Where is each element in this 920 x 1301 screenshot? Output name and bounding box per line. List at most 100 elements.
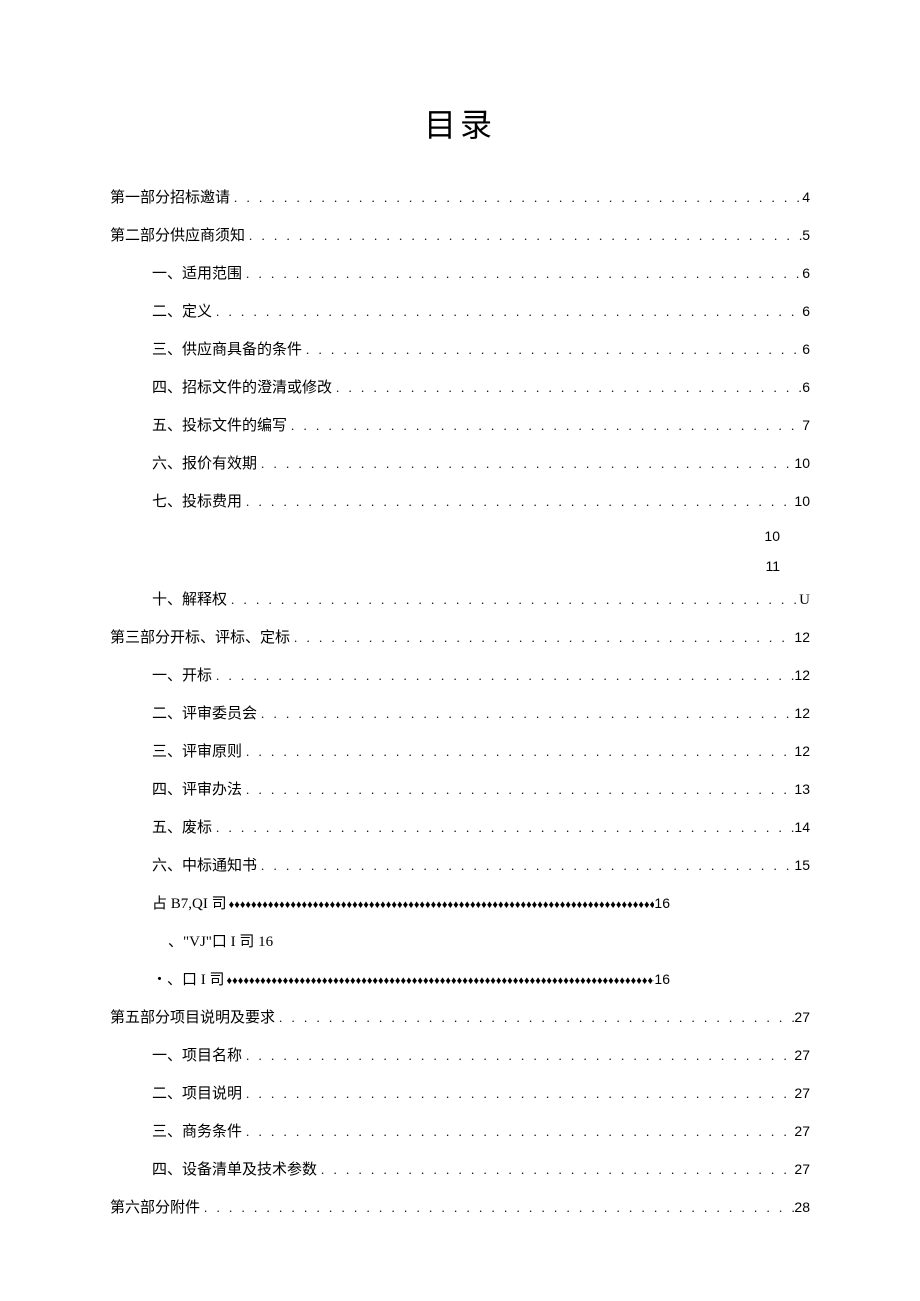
toc-entry: 六、报价有效期 . . . . . . . . . . . . . . . . … [110, 452, 810, 476]
toc-leader-dots: . . . . . . . . . . . . . . . . . . . . … [302, 340, 802, 361]
toc-page-number: 16 [654, 968, 670, 990]
toc-leader-dots: . . . . . . . . . . . . . . . . . . . . … [242, 780, 794, 801]
toc-page-number: 12 [794, 740, 810, 762]
toc-leader-dots: . . . . . . . . . . . . . . . . . . . . … [200, 1198, 794, 1219]
page-title: 目录 [110, 100, 810, 146]
toc-leader-dots: . . . . . . . . . . . . . . . . . . . . … [287, 416, 802, 437]
toc-page-number: 15 [794, 854, 810, 876]
toc-entry: 一、项目名称 . . . . . . . . . . . . . . . . .… [110, 1044, 810, 1068]
toc-page-number: 10 [794, 490, 810, 512]
toc-leader-dots: . . . . . . . . . . . . . . . . . . . . … [275, 1008, 794, 1029]
toc-entry: 第一部分招标邀请 . . . . . . . . . . . . . . . .… [110, 186, 810, 210]
toc-leader-dots: . . . . . . . . . . . . . . . . . . . . … [212, 302, 802, 323]
toc-label: 十、解释权 [152, 588, 227, 612]
toc-entry: 第二部分供应商须知 . . . . . . . . . . . . . . . … [110, 224, 810, 248]
toc-page-number: 12 [794, 664, 810, 686]
toc-leader-diamonds: ♦♦♦♦♦♦♦♦♦♦♦♦♦♦♦♦♦♦♦♦♦♦♦♦♦♦♦♦♦♦♦♦♦♦♦♦♦♦♦♦… [225, 973, 655, 991]
toc-page-number: 27 [794, 1044, 810, 1066]
toc-page-number: 27 [794, 1082, 810, 1104]
toc-label: 第三部分开标、评标、定标 [110, 626, 290, 650]
toc-entry: 三、供应商具备的条件 . . . . . . . . . . . . . . .… [110, 338, 810, 362]
toc-entry: 一、开标 . . . . . . . . . . . . . . . . . .… [110, 664, 810, 688]
toc-label: 二、项目说明 [152, 1082, 242, 1106]
toc-page-number: 10 [794, 452, 810, 474]
toc-leader-dots: . . . . . . . . . . . . . . . . . . . . … [242, 264, 802, 285]
toc-leader-dots: . . . . . . . . . . . . . . . . . . . . … [227, 590, 799, 611]
toc-label: 五、废标 [152, 816, 212, 840]
toc-entry: 第五部分项目说明及要求 . . . . . . . . . . . . . . … [110, 1006, 810, 1030]
toc-page-number: 14 [794, 816, 810, 838]
toc-leader-dots: . . . . . . . . . . . . . . . . . . . . … [245, 226, 802, 247]
toc-entry: 四、招标文件的澄清或修改 . . . . . . . . . . . . . .… [110, 376, 810, 400]
toc-leader-dots: . . . . . . . . . . . . . . . . . . . . … [332, 378, 802, 399]
toc-label: 三、供应商具备的条件 [152, 338, 302, 362]
toc-page-number: 12 [794, 626, 810, 648]
toc-label: 三、评审原则 [152, 740, 242, 764]
toc-leader-diamonds: ♦♦♦♦♦♦♦♦♦♦♦♦♦♦♦♦♦♦♦♦♦♦♦♦♦♦♦♦♦♦♦♦♦♦♦♦♦♦♦♦… [227, 897, 655, 915]
toc-leader-dots: . . . . . . . . . . . . . . . . . . . . … [257, 704, 794, 725]
toc-leader-dots: . . . . . . . . . . . . . . . . . . . . … [290, 628, 794, 649]
toc-leader-dots: . . . . . . . . . . . . . . . . . . . . … [242, 742, 794, 763]
toc-leader-dots: . . . . . . . . . . . . . . . . . . . . … [230, 188, 802, 209]
toc-entry: 第六部分附件 . . . . . . . . . . . . . . . . .… [110, 1196, 810, 1220]
toc-page-number: 27 [794, 1120, 810, 1142]
toc-label: ・、口 I 司 [152, 968, 225, 992]
toc-page-number: U [799, 588, 810, 612]
toc-entry: 一、适用范围 . . . . . . . . . . . . . . . . .… [110, 262, 810, 286]
toc-leader-dots: . . . . . . . . . . . . . . . . . . . . … [242, 492, 794, 513]
toc-leader-dots: . . . . . . . . . . . . . . . . . . . . … [242, 1046, 794, 1067]
toc-label: 七、投标费用 [152, 490, 242, 514]
toc-entry: 、"VJ"口 I 司 16 [110, 930, 810, 954]
toc-label: 四、评审办法 [152, 778, 242, 802]
toc-page-number: 13 [794, 778, 810, 800]
toc-entry: 六、中标通知书 . . . . . . . . . . . . . . . . … [110, 854, 810, 878]
toc-label: 三、商务条件 [152, 1120, 242, 1144]
toc-leader-dots: . . . . . . . . . . . . . . . . . . . . … [212, 666, 794, 687]
toc-page-number: 6 [802, 300, 810, 322]
toc-label: 一、项目名称 [152, 1044, 242, 1068]
toc-entry: 第三部分开标、评标、定标 . . . . . . . . . . . . . .… [110, 626, 810, 650]
toc-label: 五、投标文件的编写 [152, 414, 287, 438]
toc-page-number: 6 [802, 376, 810, 398]
toc-label: 二、定义 [152, 300, 212, 324]
toc-entry: 二、项目说明 . . . . . . . . . . . . . . . . .… [110, 1082, 810, 1106]
toc-entry: 五、废标 . . . . . . . . . . . . . . . . . .… [110, 816, 810, 840]
toc-leader-dots: . . . . . . . . . . . . . . . . . . . . … [317, 1160, 794, 1181]
toc-label: 占 B7,QI 司 [152, 892, 227, 916]
toc-orphan-page-number: 10 [110, 528, 810, 544]
toc-label: 二、评审委员会 [152, 702, 257, 726]
toc-leader-dots: . . . . . . . . . . . . . . . . . . . . … [242, 1084, 794, 1105]
toc-page-number: 12 [794, 702, 810, 724]
toc-entry: 十、解释权 . . . . . . . . . . . . . . . . . … [110, 588, 810, 612]
toc-label: 一、开标 [152, 664, 212, 688]
toc-entry: 七、投标费用 . . . . . . . . . . . . . . . . .… [110, 490, 810, 514]
toc-leader-dots: . . . . . . . . . . . . . . . . . . . . … [212, 818, 794, 839]
toc-entry: 二、定义 . . . . . . . . . . . . . . . . . .… [110, 300, 810, 324]
toc-page-number: 6 [802, 262, 810, 284]
toc-entry: ・、口 I 司 ♦♦♦♦♦♦♦♦♦♦♦♦♦♦♦♦♦♦♦♦♦♦♦♦♦♦♦♦♦♦♦♦… [110, 968, 810, 992]
toc-label: 四、设备清单及技术参数 [152, 1158, 317, 1182]
toc-label: 一、适用范围 [152, 262, 242, 286]
toc-label: 第二部分供应商须知 [110, 224, 245, 248]
toc-leader-dots: . . . . . . . . . . . . . . . . . . . . … [257, 454, 794, 475]
toc-page-number: 27 [794, 1158, 810, 1180]
toc-entry: 五、投标文件的编写 . . . . . . . . . . . . . . . … [110, 414, 810, 438]
toc-page-number: 27 [794, 1006, 810, 1028]
toc-entry: 三、评审原则 . . . . . . . . . . . . . . . . .… [110, 740, 810, 764]
toc-page-number: 5 [802, 224, 810, 246]
toc-page-number: 4 [802, 186, 810, 208]
toc-label: 第五部分项目说明及要求 [110, 1006, 275, 1030]
toc-page-number: 28 [794, 1196, 810, 1218]
toc-entry: 四、评审办法 . . . . . . . . . . . . . . . . .… [110, 778, 810, 802]
toc-page-number: 6 [802, 338, 810, 360]
toc-label: 第一部分招标邀请 [110, 186, 230, 210]
toc-leader-dots: . . . . . . . . . . . . . . . . . . . . … [257, 856, 794, 877]
toc-entry: 二、评审委员会 . . . . . . . . . . . . . . . . … [110, 702, 810, 726]
toc-orphan-page-number: 11 [110, 558, 810, 574]
toc-entry: 三、商务条件 . . . . . . . . . . . . . . . . .… [110, 1120, 810, 1144]
toc-label: 六、中标通知书 [152, 854, 257, 878]
toc-label: 六、报价有效期 [152, 452, 257, 476]
toc-label: 四、招标文件的澄清或修改 [152, 376, 332, 400]
toc-label: 、"VJ"口 I 司 16 [168, 930, 810, 954]
toc-label: 第六部分附件 [110, 1196, 200, 1220]
